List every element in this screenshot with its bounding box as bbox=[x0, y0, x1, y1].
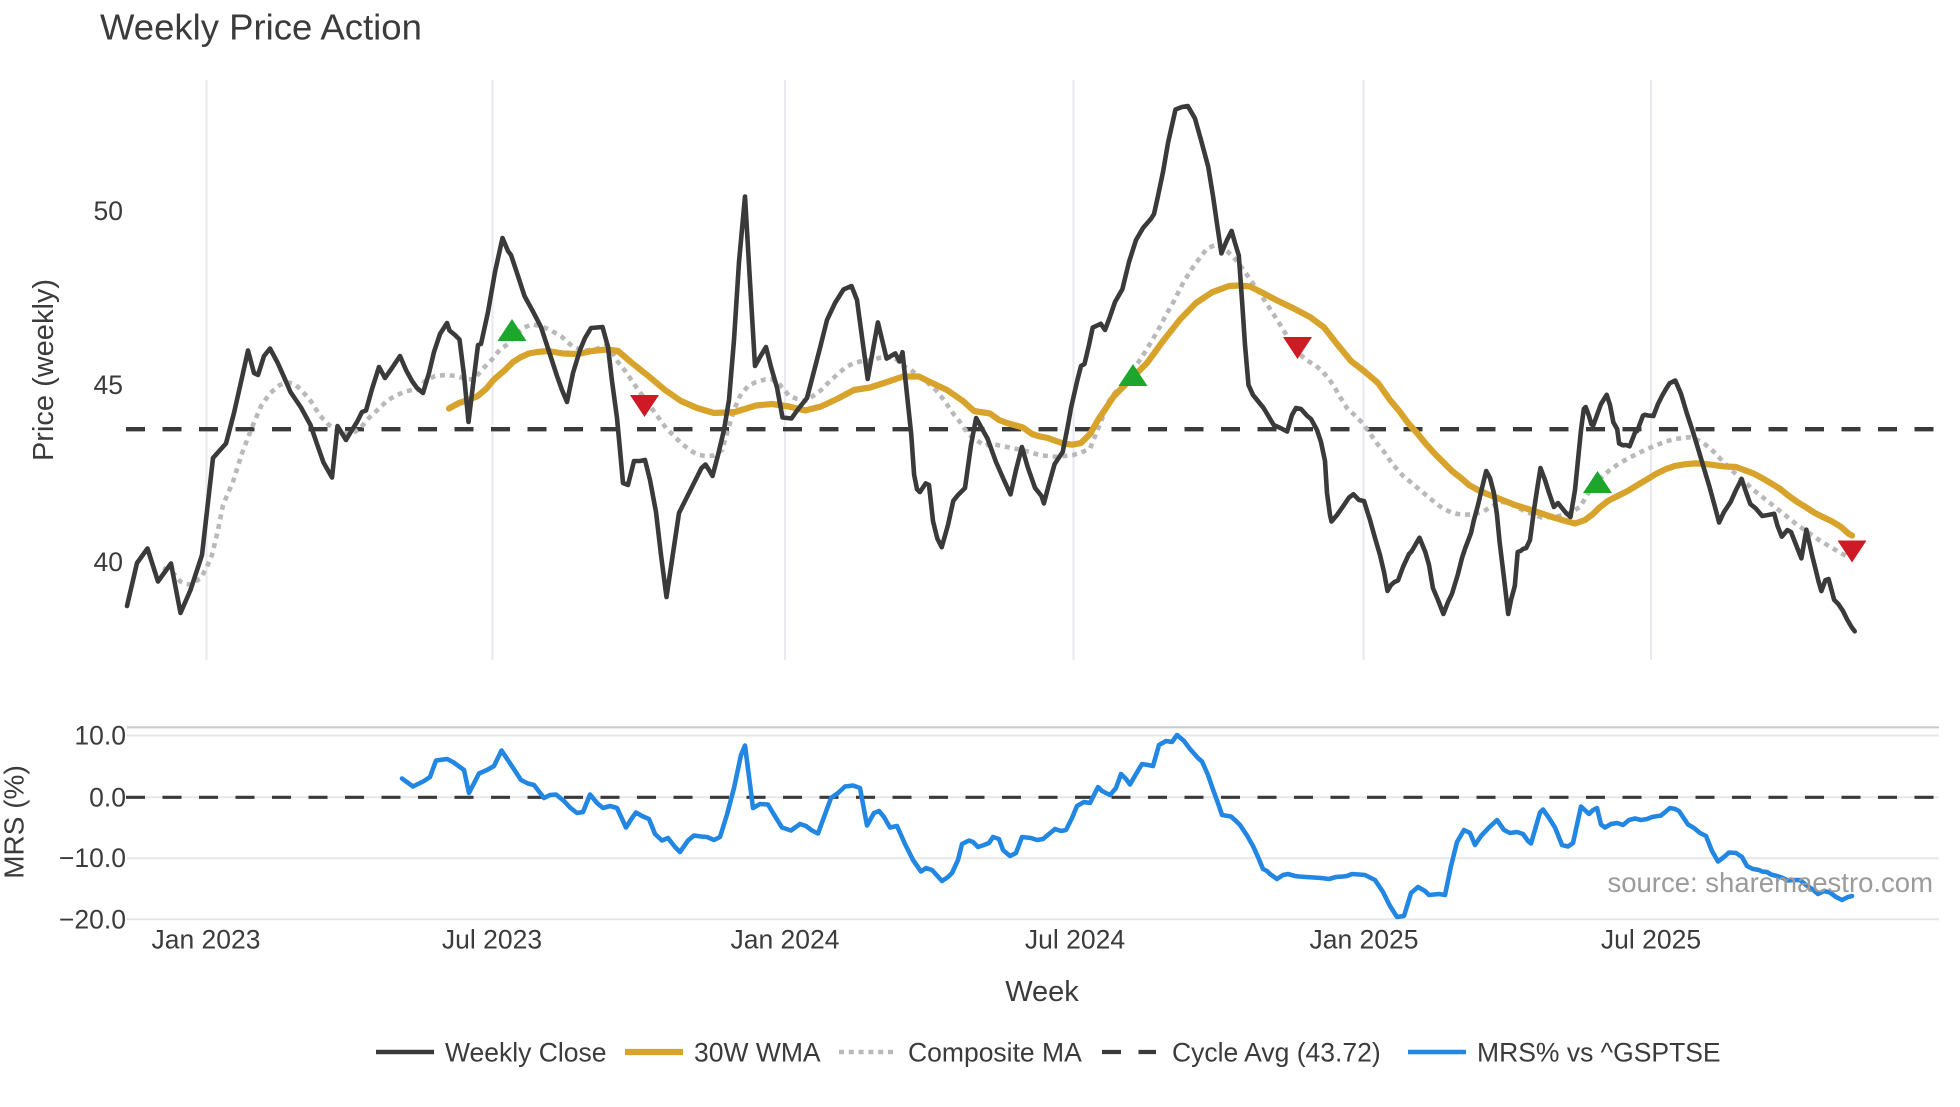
svg-text:Weekly Close: Weekly Close bbox=[445, 1038, 607, 1068]
svg-text:Jul 2023: Jul 2023 bbox=[442, 925, 542, 955]
svg-text:50: 50 bbox=[94, 196, 123, 226]
svg-text:Cycle Avg (43.72): Cycle Avg (43.72) bbox=[1172, 1038, 1381, 1068]
svg-text:Jul 2024: Jul 2024 bbox=[1025, 925, 1125, 955]
svg-text:source: sharemaestro.com: source: sharemaestro.com bbox=[1607, 867, 1933, 898]
svg-text:40: 40 bbox=[94, 547, 123, 577]
svg-text:Jan 2023: Jan 2023 bbox=[151, 925, 260, 955]
svg-text:10.0: 10.0 bbox=[74, 721, 126, 751]
svg-text:Jan 2025: Jan 2025 bbox=[1309, 925, 1418, 955]
svg-text:−20.0: −20.0 bbox=[59, 905, 126, 935]
svg-text:Week: Week bbox=[1005, 976, 1079, 1008]
svg-text:Weekly Price Action: Weekly Price Action bbox=[100, 7, 422, 48]
svg-text:45: 45 bbox=[94, 370, 123, 400]
svg-text:−10.0: −10.0 bbox=[59, 843, 126, 873]
svg-text:MRS (%): MRS (%) bbox=[0, 765, 30, 879]
svg-text:MRS% vs ^GSPTSE: MRS% vs ^GSPTSE bbox=[1477, 1038, 1721, 1068]
svg-text:Price (weekly): Price (weekly) bbox=[28, 279, 60, 461]
svg-text:0.0: 0.0 bbox=[89, 783, 126, 813]
svg-text:30W WMA: 30W WMA bbox=[694, 1038, 821, 1068]
svg-text:Composite MA: Composite MA bbox=[908, 1038, 1082, 1068]
svg-text:Jan 2024: Jan 2024 bbox=[730, 925, 839, 955]
svg-text:Jul 2025: Jul 2025 bbox=[1601, 925, 1701, 955]
